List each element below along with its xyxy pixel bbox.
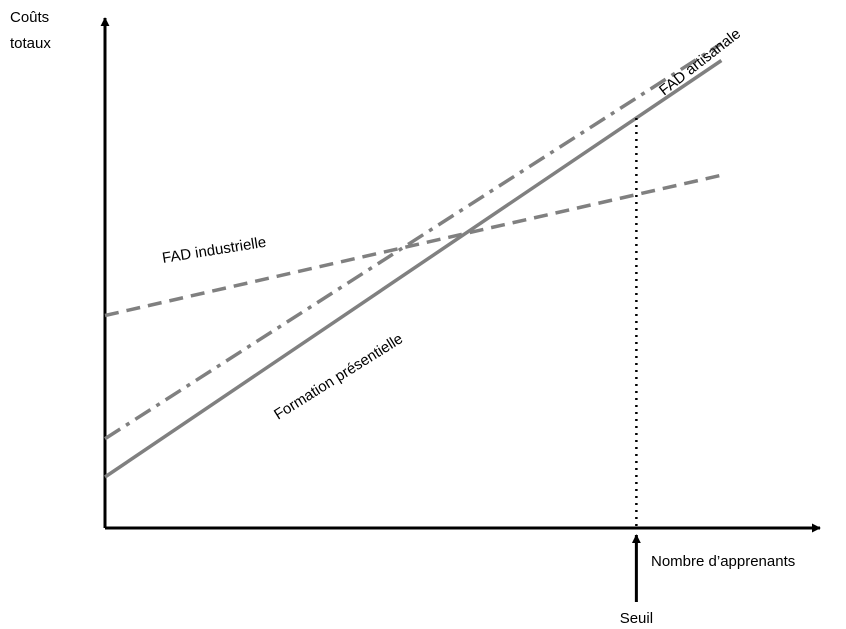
series-line-2 [105,44,721,439]
series-line-3 [105,61,721,478]
series-label-fad-artisanale: FAD artisanale [656,25,744,99]
series-label-fad-industrielle: FAD industrielle [161,234,267,267]
y-axis-label-line-2: totaux [10,35,51,52]
threshold-label: Seuil [620,610,653,627]
x-axis-label: Nombre d’apprenants [651,553,795,570]
series-label-formation-presentielle: Formation présentielle [271,330,406,423]
y-axis-label-line-1: Coûts [10,9,49,26]
